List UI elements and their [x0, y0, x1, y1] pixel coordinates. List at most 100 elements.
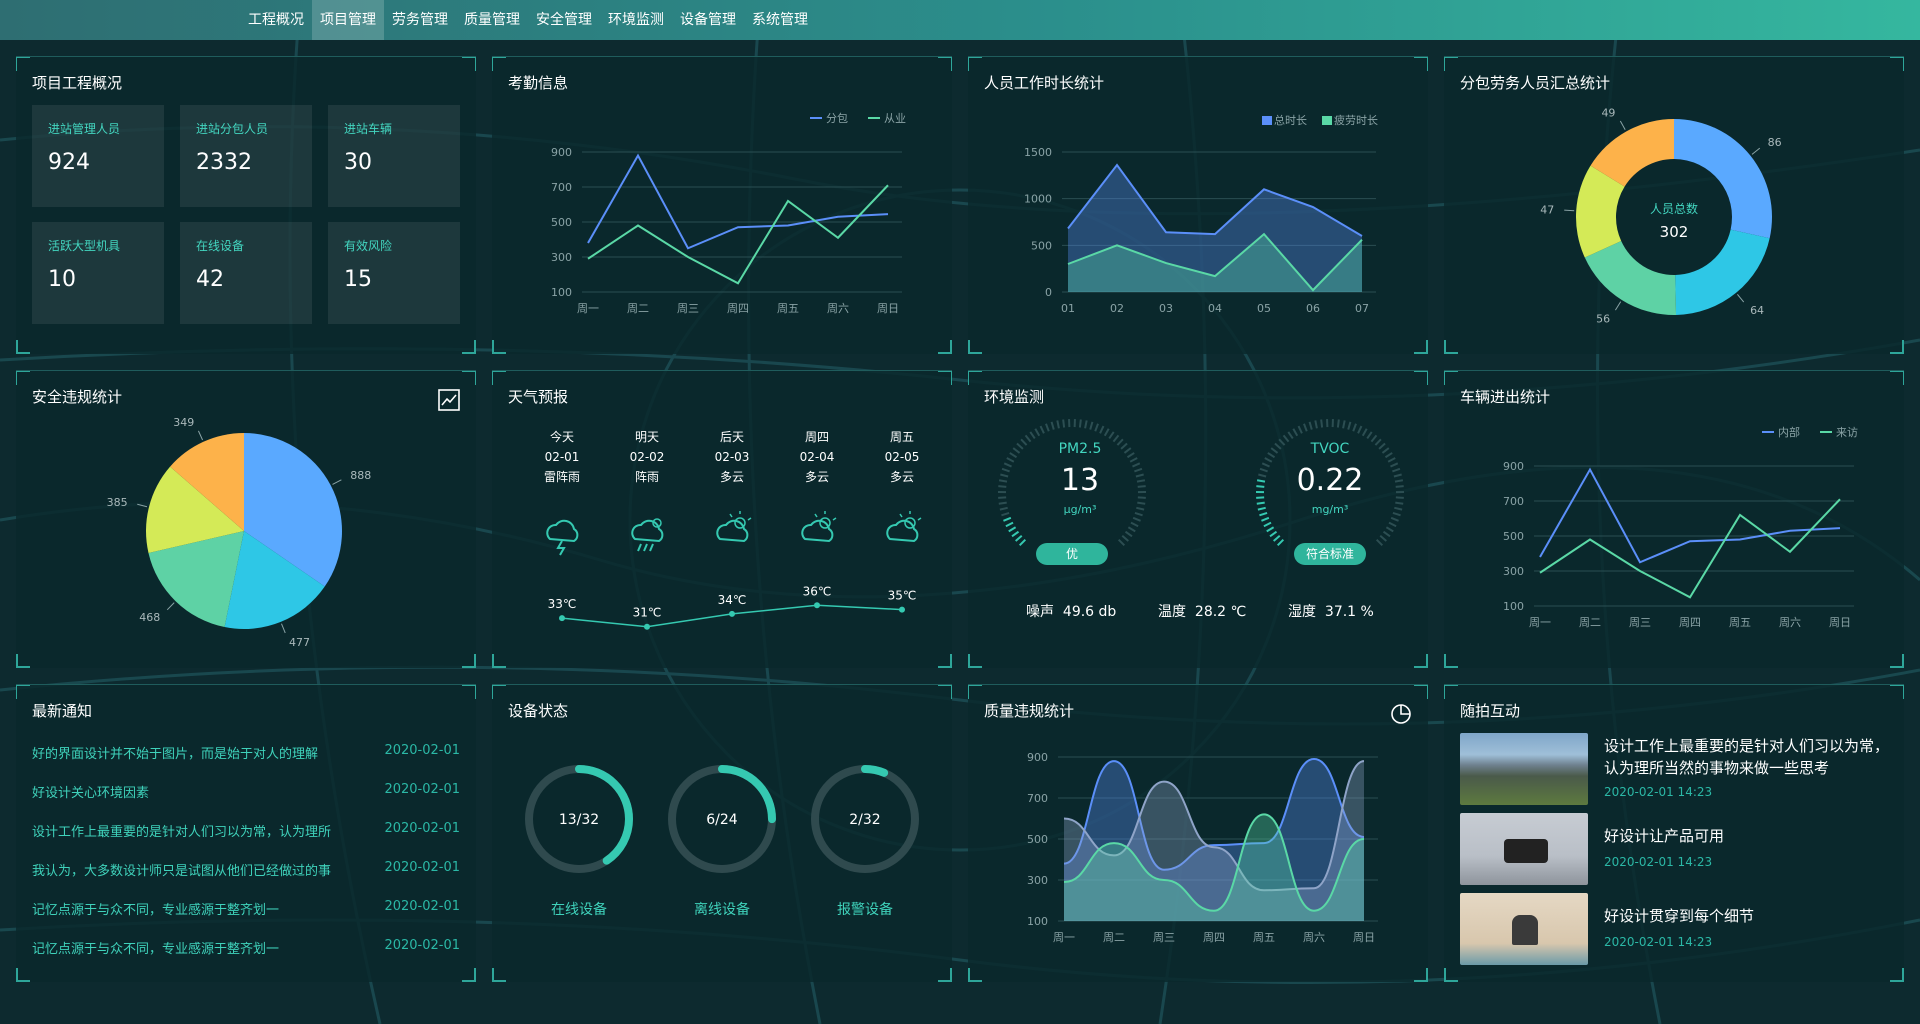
x-tick-label: 周三 [1153, 931, 1175, 944]
gauge-tick [1136, 479, 1146, 483]
device-label[interactable]: 离线设备 [694, 902, 750, 918]
corner-bracket [938, 340, 952, 354]
pie-label: 49 [1601, 106, 1615, 119]
pie-slice[interactable] [244, 433, 342, 587]
temperature-label: 35℃ [888, 589, 917, 603]
stat-label: 在线设备 [196, 239, 245, 253]
pie-slice[interactable] [1576, 165, 1625, 258]
y-tick-label: 300 [551, 251, 572, 264]
x-tick-label: 周五 [1253, 931, 1275, 944]
legend-label[interactable]: 来访 [1836, 426, 1858, 439]
notice-date: 2020-02-01 [384, 860, 460, 875]
corner-bracket [1414, 340, 1428, 354]
nav-item-6[interactable]: 设备管理 [680, 12, 736, 28]
photo-thumbnail[interactable] [1460, 733, 1588, 805]
gauge-tick [1134, 511, 1143, 517]
legend-label[interactable]: 内部 [1778, 425, 1800, 439]
corner-bracket [16, 57, 30, 71]
label-leader [1619, 120, 1626, 130]
gauge-tick [1320, 419, 1324, 428]
pie-label: 86 [1768, 136, 1782, 149]
corner-bracket [1414, 57, 1428, 71]
gauge-tick [1000, 473, 1009, 478]
pie-slice[interactable] [1674, 119, 1772, 239]
stat-card[interactable]: 进站管理人员 924 [32, 105, 164, 207]
notice-item[interactable]: 好设计关心环境因素 2020-02-01 [32, 782, 460, 802]
legend-label[interactable]: 疲劳时长 [1334, 113, 1378, 127]
donut-center-label: 人员总数 [1650, 201, 1698, 216]
gauge-tick [1003, 462, 1012, 468]
label-leader [1614, 301, 1622, 311]
panel-safety: 安全违规统计 888 477 468 385 349 [16, 370, 476, 668]
top-nav-bar: 工程概况 项目管理 劳务管理 质量管理 安全管理 环境监测 设备管理 系统管理 [0, 0, 1920, 40]
label-leader [1737, 294, 1745, 303]
pie-slice[interactable] [224, 531, 325, 629]
legend-label[interactable]: 从业 [884, 112, 906, 125]
series-line-1 [1067, 232, 1363, 292]
notice-item[interactable]: 记忆点源于与众不同，专业感源于整齐划一 2020-02-01 [32, 938, 460, 958]
gauge-tick [1120, 442, 1128, 450]
temperature-point [899, 606, 905, 613]
nav-item-5[interactable]: 环境监测 [608, 12, 664, 28]
pie-slice[interactable] [1584, 240, 1677, 315]
stat-card[interactable]: 活跃大型机具 10 [32, 222, 164, 324]
device-label[interactable]: 报警设备 [837, 902, 893, 918]
pie-slice[interactable] [1675, 229, 1770, 315]
x-tick-label: 周三 [677, 302, 699, 315]
photo-time: 2020-02-01 14:23 [1604, 855, 1713, 869]
gauge-tick [1137, 501, 1146, 505]
nav-item-1[interactable]: 项目管理 [312, 0, 384, 40]
pm25-value: 13 [1060, 463, 1100, 498]
legend-label[interactable]: 分包 [826, 112, 848, 125]
nav-item-2[interactable]: 劳务管理 [392, 12, 448, 28]
nav-item-0[interactable]: 工程概况 [248, 12, 304, 28]
nav-item-7[interactable]: 系统管理 [752, 12, 808, 28]
pie-slice[interactable] [148, 531, 244, 628]
ring-progress [668, 765, 776, 873]
photo-thumbnail[interactable] [1460, 893, 1588, 965]
stat-card[interactable]: 有效风险 15 [328, 222, 460, 324]
gauge-tick [1005, 521, 1014, 528]
device-label[interactable]: 在线设备 [551, 902, 607, 918]
pie-label: 64 [1750, 304, 1764, 317]
label-leader [332, 479, 342, 485]
label-leader [281, 623, 286, 634]
x-tick-label: 05 [1257, 302, 1271, 315]
series-area-0 [1064, 759, 1364, 921]
legend-label[interactable]: 总时长 [1274, 113, 1307, 127]
x-tick-label: 周六 [1779, 616, 1801, 629]
stat-card[interactable]: 进站分包人员 2332 [180, 105, 312, 207]
corner-bracket [938, 654, 952, 668]
nav-item-3[interactable]: 质量管理 [464, 12, 520, 28]
pie-slice[interactable] [1590, 119, 1674, 187]
corner-bracket [968, 57, 982, 71]
x-tick-label: 周四 [1203, 931, 1225, 944]
photo-thumbnail[interactable] [1460, 813, 1588, 885]
pie-slice[interactable] [146, 466, 244, 553]
photo-caption: 设计工作上最重要的是针对人们习以为常，认为理所当然的事物来做一些思考 [1604, 737, 1890, 777]
label-leader [197, 430, 204, 441]
ring-progress [811, 765, 919, 873]
forecast-date: 02-02 [629, 450, 665, 464]
gauge-tick [1342, 420, 1346, 429]
notice-item[interactable]: 记忆点源于与众不同，专业感源于整齐划一 2020-02-01 [32, 899, 460, 919]
stat-card[interactable]: 进站车辆 30 [328, 105, 460, 207]
notice-item[interactable]: 好的界面设计并不始于图片，而是始于对人的理解 2020-02-01 [32, 743, 460, 763]
gauge-tick [998, 479, 1008, 483]
corner-bracket [1414, 968, 1428, 982]
pie-chart-icon[interactable] [1390, 703, 1412, 725]
gauge-tick [1257, 506, 1266, 511]
gauge-tick [1393, 473, 1402, 478]
gauge-tick [1258, 473, 1267, 478]
line-chart-icon[interactable] [438, 389, 460, 411]
forecast-desc: 多云 [804, 470, 829, 484]
gauge-tick [1278, 438, 1286, 446]
gauge-tick [998, 496, 1007, 499]
stat-card[interactable]: 在线设备 42 [180, 222, 312, 324]
notice-item[interactable]: 我认为，大多数设计师只是试图从他们已经做过的事 2020-02-01 [32, 860, 460, 880]
stat-value: 924 [48, 150, 90, 175]
pie-slice[interactable] [170, 433, 244, 531]
forecast-date: 02-03 [714, 450, 750, 464]
nav-item-4[interactable]: 安全管理 [536, 12, 592, 28]
notice-item[interactable]: 设计工作上最重要的是针对人们习以为常，认为理所 2020-02-01 [32, 821, 460, 841]
